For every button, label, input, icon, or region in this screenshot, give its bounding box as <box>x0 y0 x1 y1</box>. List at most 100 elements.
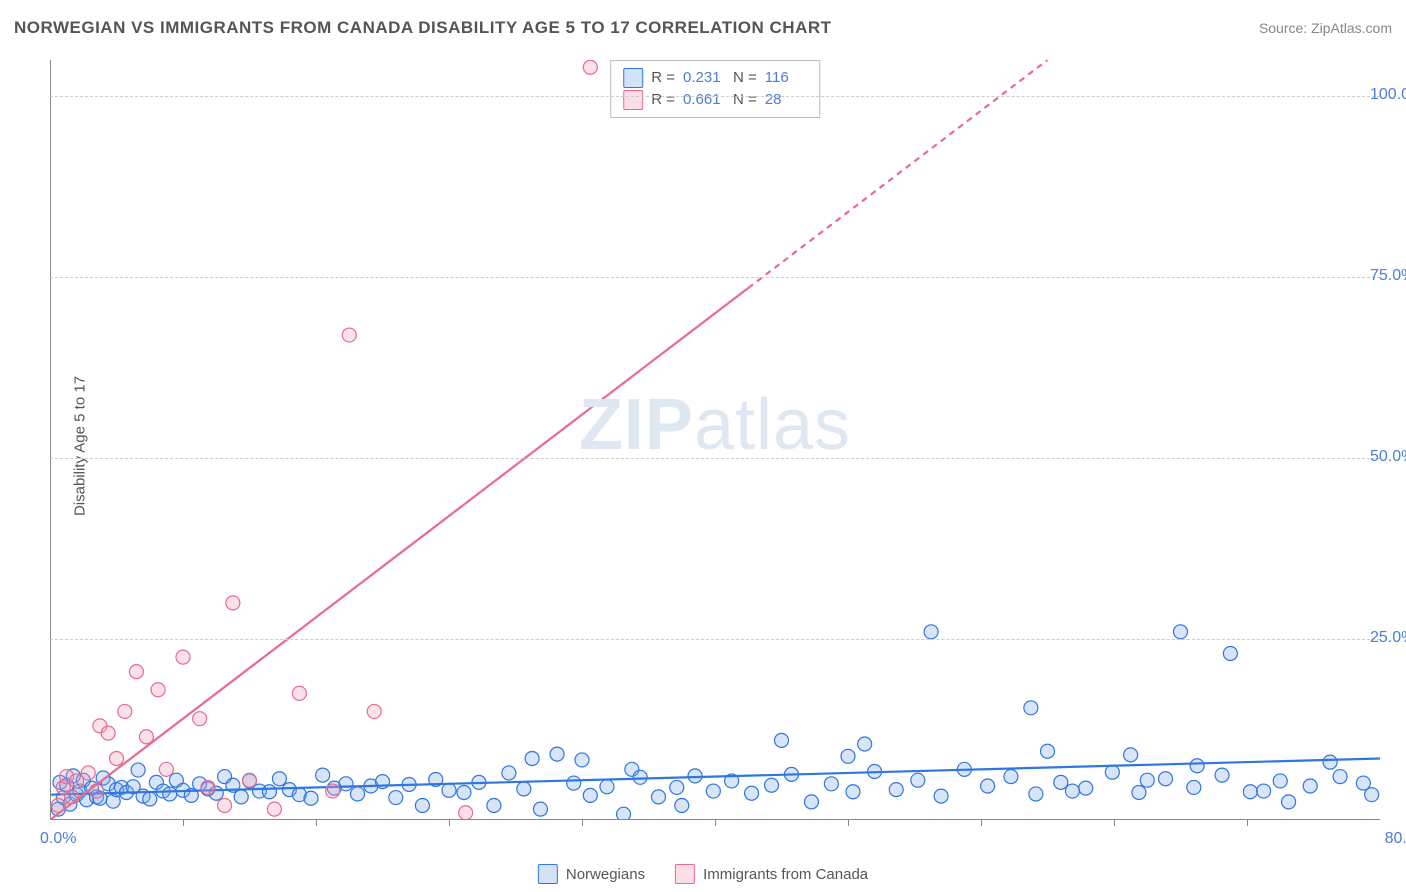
series-swatch <box>538 864 558 884</box>
data-point <box>1243 785 1257 799</box>
data-point <box>924 625 938 639</box>
data-point <box>858 737 872 751</box>
data-point <box>550 747 564 761</box>
data-point <box>226 596 240 610</box>
data-point <box>1029 787 1043 801</box>
data-point <box>583 788 597 802</box>
data-point <box>1024 701 1038 715</box>
data-point <box>326 784 340 798</box>
data-point <box>218 799 232 813</box>
data-point <box>457 785 471 799</box>
r-label: R = <box>651 67 675 89</box>
y-tick-label: 100.0% <box>1370 86 1406 104</box>
n-label: N = <box>733 67 757 89</box>
scatter-plot <box>50 60 1380 820</box>
data-point <box>1054 775 1068 789</box>
x-tick-mark <box>582 820 583 826</box>
data-point <box>272 772 286 786</box>
data-point <box>502 766 516 780</box>
data-point <box>90 784 104 798</box>
series-swatch <box>623 68 643 88</box>
data-point <box>101 726 115 740</box>
data-point <box>110 751 124 765</box>
data-point <box>804 795 818 809</box>
n-label: N = <box>733 89 757 111</box>
data-point <box>1124 748 1138 762</box>
data-point <box>775 733 789 747</box>
data-point <box>351 787 365 801</box>
data-point <box>163 787 177 801</box>
legend-label: Norwegians <box>566 866 645 883</box>
data-point <box>575 753 589 767</box>
x-tick-mark <box>183 820 184 826</box>
data-point <box>1132 785 1146 799</box>
data-point <box>316 768 330 782</box>
data-point <box>304 791 318 805</box>
series-legend: Norwegians Immigrants from Canada <box>538 864 868 884</box>
r-label: R = <box>651 89 675 111</box>
data-point <box>567 776 581 790</box>
data-point <box>525 751 539 765</box>
r-value: 0.661 <box>683 89 725 111</box>
data-point <box>1041 744 1055 758</box>
data-point <box>1187 780 1201 794</box>
data-point <box>1257 784 1271 798</box>
data-point <box>415 799 429 813</box>
data-point <box>1190 759 1204 773</box>
gridline <box>50 458 1380 459</box>
data-point <box>129 665 143 679</box>
legend-item: Norwegians <box>538 864 645 884</box>
data-point <box>889 783 903 797</box>
series-swatch <box>623 90 643 110</box>
data-point <box>159 762 173 776</box>
data-point <box>339 777 353 791</box>
data-point <box>1174 625 1188 639</box>
y-tick-label: 75.0% <box>1370 267 1406 285</box>
y-tick-label: 50.0% <box>1370 448 1406 466</box>
data-point <box>1333 770 1347 784</box>
data-point <box>745 786 759 800</box>
x-tick-mark <box>848 820 849 826</box>
data-point <box>1105 765 1119 779</box>
page-title: NORWEGIAN VS IMMIGRANTS FROM CANADA DISA… <box>14 18 832 38</box>
source-label: Source: ZipAtlas.com <box>1259 20 1392 36</box>
data-point <box>670 780 684 794</box>
x-tick-mark <box>715 820 716 826</box>
data-point <box>911 773 925 787</box>
data-point <box>675 799 689 813</box>
x-tick-mark <box>1114 820 1115 826</box>
data-point <box>846 785 860 799</box>
data-point <box>934 789 948 803</box>
data-point <box>1065 784 1079 798</box>
data-point <box>1273 774 1287 788</box>
stats-row: R =0.231N =116 <box>623 67 807 89</box>
data-point <box>1004 770 1018 784</box>
data-point <box>389 791 403 805</box>
data-point <box>262 785 276 799</box>
data-point <box>193 712 207 726</box>
legend-item: Immigrants from Canada <box>675 864 868 884</box>
x-tick-mark <box>449 820 450 826</box>
x-tick-mark <box>981 820 982 826</box>
series-swatch <box>675 864 695 884</box>
data-point <box>131 763 145 777</box>
data-point <box>651 790 665 804</box>
chart-area: ZIPatlas R =0.231N =116R =0.661N =28 0.0… <box>50 60 1380 820</box>
data-point <box>176 650 190 664</box>
x-tick-min: 0.0% <box>40 830 76 848</box>
data-point <box>981 779 995 793</box>
data-point <box>1303 779 1317 793</box>
data-point <box>292 686 306 700</box>
legend-label: Immigrants from Canada <box>703 866 868 883</box>
x-tick-mark <box>1247 820 1248 826</box>
data-point <box>600 780 614 794</box>
data-point <box>1323 755 1337 769</box>
r-value: 0.231 <box>683 67 725 89</box>
data-point <box>342 328 356 342</box>
data-point <box>824 777 838 791</box>
data-point <box>1140 773 1154 787</box>
data-point <box>267 802 281 816</box>
gridline <box>50 639 1380 640</box>
data-point <box>688 769 702 783</box>
data-point <box>243 773 257 787</box>
